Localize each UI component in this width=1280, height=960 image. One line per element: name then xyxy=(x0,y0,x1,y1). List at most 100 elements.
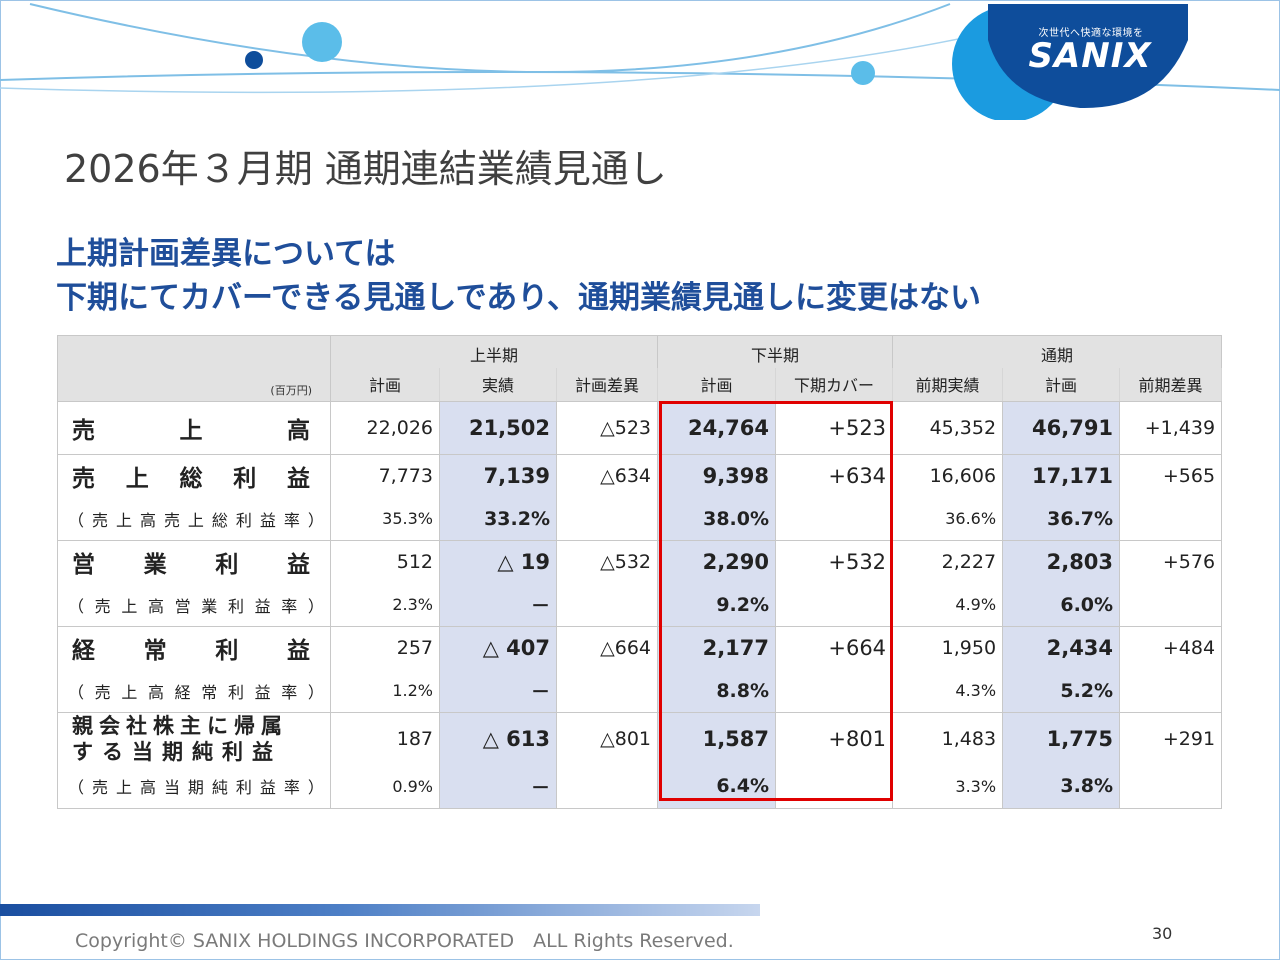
cell-rate xyxy=(555,669,659,713)
cell-rate xyxy=(775,765,894,809)
sanix-logo: SANIX xyxy=(1028,36,1152,76)
cell-value: +565 xyxy=(1119,454,1223,498)
cell-value: 21,502 xyxy=(439,401,557,455)
cell-rate xyxy=(1119,669,1223,713)
cell-value: 2,434 xyxy=(1002,626,1121,670)
row-label-sales: 売上高 xyxy=(57,401,331,455)
col-header: 前期実績 xyxy=(892,367,1004,402)
col-header: 前期差異 xyxy=(1119,367,1223,402)
col-header: 計画 xyxy=(657,367,777,402)
cell-rate: － xyxy=(439,669,557,713)
rate-label-operating: （売上高営業利益率） xyxy=(57,583,331,627)
cell-value: +1,439 xyxy=(1119,401,1223,455)
cell-rate: 3.8% xyxy=(1002,765,1121,809)
footer-bar xyxy=(0,904,760,916)
row-label-gross-profit: 売上総利益 xyxy=(57,454,331,498)
group-header-second-half: 下半期 xyxy=(657,335,894,368)
cell-value: 9,398 xyxy=(657,454,777,498)
cell-rate: 4.9% xyxy=(892,583,1004,627)
cell-rate xyxy=(775,497,894,541)
page-number: 30 xyxy=(1152,924,1173,943)
header-decoration xyxy=(0,3,1280,120)
cell-rate: 35.3% xyxy=(330,497,440,541)
cell-value: 22,026 xyxy=(330,401,440,455)
cell-value: 257 xyxy=(330,626,440,670)
table-row: （売上高当期純利益率） 0.9% － 6.4% 3.3% 3.8% xyxy=(57,765,1223,809)
cell-value: 512 xyxy=(330,540,440,584)
cell-value: +484 xyxy=(1119,626,1223,670)
cell-value: +801 xyxy=(775,712,894,765)
cell-rate: 2.3% xyxy=(330,583,440,627)
table-row: 経常利益 257 △ 407 △664 2,177 +664 1,950 2,4… xyxy=(57,626,1223,670)
col-header: 実績 xyxy=(439,367,557,402)
cell-value: 1,587 xyxy=(657,712,777,765)
cell-value: 16,606 xyxy=(892,454,1004,498)
table-row: 親会社株主に帰属 する当期純利益 187 △ 613 △801 1,587 +8… xyxy=(57,712,1223,765)
row-label-ordinary-profit: 経常利益 xyxy=(57,626,331,670)
cell-rate: 36.7% xyxy=(1002,497,1121,541)
cell-rate xyxy=(775,583,894,627)
rate-label-gross: （売上高売上総利益率） xyxy=(57,497,331,541)
cell-rate: － xyxy=(439,583,557,627)
cell-value: 2,803 xyxy=(1002,540,1121,584)
cell-value: 24,764 xyxy=(657,401,777,455)
cell-value: △532 xyxy=(555,540,659,584)
cell-value: +634 xyxy=(775,454,894,498)
table-row: 売上高 22,026 21,502 △523 24,764 +523 45,35… xyxy=(57,401,1223,455)
cell-value: 187 xyxy=(330,712,440,765)
cell-value: 1,775 xyxy=(1002,712,1121,765)
headline-line-1: 上期計画差異については xyxy=(56,236,396,272)
cell-value: +576 xyxy=(1119,540,1223,584)
cell-rate: 4.3% xyxy=(892,669,1004,713)
cell-value: △523 xyxy=(555,401,659,455)
cell-rate: 9.2% xyxy=(657,583,777,627)
cell-value: △ 407 xyxy=(439,626,557,670)
row-label-net-income: 親会社株主に帰属 する当期純利益 xyxy=(57,712,331,765)
cell-rate: 1.2% xyxy=(330,669,440,713)
cell-value: 46,791 xyxy=(1002,401,1121,455)
group-header-first-half: 上半期 xyxy=(329,335,659,368)
cell-value: △ 613 xyxy=(439,712,557,765)
table-row: （売上高売上総利益率） 35.3% 33.2% 38.0% 36.6% 36.7… xyxy=(57,497,1223,541)
cell-value: +523 xyxy=(775,401,894,455)
cell-value: 17,171 xyxy=(1002,454,1121,498)
col-header: 下期カバー xyxy=(775,367,894,402)
table-row: 売上総利益 7,773 7,139 △634 9,398 +634 16,606… xyxy=(57,454,1223,498)
cell-value: 7,773 xyxy=(330,454,440,498)
cell-rate: 5.2% xyxy=(1002,669,1121,713)
cell-rate xyxy=(555,583,659,627)
cell-rate xyxy=(775,669,894,713)
row-label-operating-profit: 営業利益 xyxy=(57,540,331,584)
cell-rate: 6.0% xyxy=(1002,583,1121,627)
cell-value: +532 xyxy=(775,540,894,584)
cell-value: △ 19 xyxy=(439,540,557,584)
rate-label-ordinary: （売上高経常利益率） xyxy=(57,669,331,713)
headline: 上期計画差異については 下期にてカバーできる見通しであり、通期業績見通しに変更は… xyxy=(56,232,981,320)
cell-rate xyxy=(1119,583,1223,627)
cell-value: +291 xyxy=(1119,712,1223,765)
page-title: 2026年３月期 通期連結業績見通し xyxy=(64,147,667,191)
cell-value: 2,227 xyxy=(892,540,1004,584)
cell-value: 1,950 xyxy=(892,626,1004,670)
cell-rate xyxy=(555,497,659,541)
cell-rate: 8.8% xyxy=(657,669,777,713)
cell-rate: 33.2% xyxy=(439,497,557,541)
copyright-text: Copyright© SANIX HOLDINGS INCORPORATED A… xyxy=(75,930,734,952)
cell-rate: 3.3% xyxy=(892,765,1004,809)
cell-value: +664 xyxy=(775,626,894,670)
cell-value: △664 xyxy=(555,626,659,670)
col-header: 計画 xyxy=(1002,367,1121,402)
unit-label: (百万円) xyxy=(270,384,312,397)
cell-rate xyxy=(555,765,659,809)
table-row: （売上高営業利益率） 2.3% － 9.2% 4.9% 6.0% xyxy=(57,583,1223,627)
cell-value: 7,139 xyxy=(439,454,557,498)
table-row: （売上高経常利益率） 1.2% － 8.8% 4.3% 5.2% xyxy=(57,669,1223,713)
cell-value: 1,483 xyxy=(892,712,1004,765)
cell-rate xyxy=(1119,765,1223,809)
cell-value: 45,352 xyxy=(892,401,1004,455)
forecast-table: (百万円) 上半期 下半期 通期 計画 実績 計画差異 計画 下期カバー 前期実… xyxy=(57,335,1223,809)
logo-tagline: 次世代へ快適な環境を xyxy=(1038,28,1144,39)
col-header: 計画 xyxy=(330,367,440,402)
cell-rate: 36.6% xyxy=(892,497,1004,541)
headline-line-2: 下期にてカバーできる見通しであり、通期業績見通しに変更はない xyxy=(56,280,982,316)
